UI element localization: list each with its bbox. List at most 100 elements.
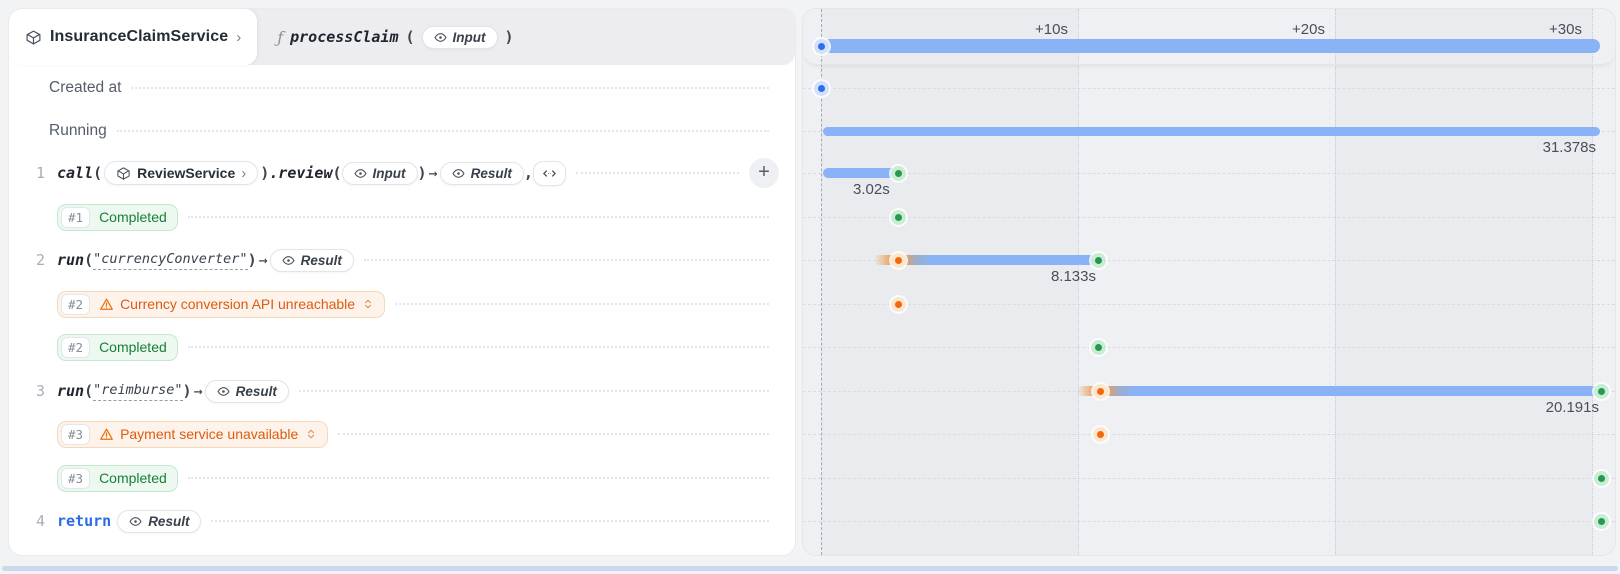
tab-service[interactable]: InsuranceClaimService › (9, 9, 258, 65)
tab-handler[interactable]: ƒ processClaim ( Input ) (257, 9, 527, 65)
dot-token: . (269, 164, 279, 182)
row-guideline (803, 521, 1615, 522)
service-cube-icon (116, 166, 131, 181)
return-result-pill[interactable]: Result (117, 509, 202, 533)
input-label: Input (372, 165, 406, 181)
row-created-at: Created at (9, 74, 795, 102)
status-badge-completed: #2 Completed (57, 333, 178, 361)
service-name: InsuranceClaimService (50, 28, 229, 45)
axis-tick-20s: +20s (1292, 21, 1325, 38)
expand-collapse-icon (305, 428, 317, 440)
run-reimburse-failure-marker[interactable] (1093, 384, 1108, 399)
run-currency-duration-label: 8.133s (1050, 268, 1096, 285)
attempt-3-error-marker[interactable] (1093, 427, 1108, 442)
invocation-start-marker[interactable] (814, 39, 829, 54)
arrow-token: → (258, 251, 268, 269)
dotted-leader (187, 477, 769, 479)
attempt-1-completed-marker[interactable] (891, 210, 906, 225)
running-label: Running (49, 122, 107, 139)
add-button[interactable]: + (749, 158, 779, 188)
return-marker[interactable] (1594, 514, 1609, 529)
timeline-header: +10s +20s +30s (803, 9, 1615, 65)
row-guideline (803, 347, 1615, 348)
running-bar[interactable] (823, 127, 1600, 136)
dotted-leader (338, 433, 769, 435)
horizontal-scrollbar[interactable] (2, 566, 1618, 571)
status-text: Completed (99, 470, 167, 486)
run-reimburse-duration-label: 20.191s (1545, 399, 1599, 416)
eye-icon (353, 167, 367, 180)
result-label: Result (470, 165, 512, 181)
open-paren: ( (84, 251, 94, 269)
arrow-token: → (428, 164, 438, 182)
dotted-leader (131, 87, 769, 89)
close-paren: ) (182, 382, 192, 400)
attempt-2-completed-marker[interactable] (1091, 340, 1106, 355)
run-result-pill[interactable]: Result (269, 248, 354, 272)
arrow-token: → (193, 382, 203, 400)
run-name-arg[interactable]: "currencyConverter" (93, 251, 248, 270)
axis-tick-10s: +10s (1035, 21, 1068, 38)
dotted-leader (363, 259, 769, 261)
status-badge-completed: #3 Completed (57, 464, 178, 492)
row-attempt-2-completed: #2 Completed (9, 333, 795, 361)
eye-icon (282, 254, 295, 267)
open-paren: ( (405, 28, 415, 46)
result-label: Result (300, 252, 342, 268)
call-review-bar[interactable] (823, 168, 898, 178)
attempt-id: #3 (61, 467, 91, 489)
row-guideline (803, 260, 1615, 261)
expand-collapse-icon (362, 298, 374, 310)
breadcrumb-tabstrip: InsuranceClaimService › ƒ processClaim (… (9, 9, 795, 65)
return-keyword: return (57, 512, 112, 530)
run-currency-end-marker[interactable] (1091, 253, 1106, 268)
review-method: review (278, 164, 333, 182)
timeline-zero-line (821, 9, 822, 555)
run-reimburse-end-marker[interactable] (1594, 384, 1609, 399)
eye-icon (452, 167, 465, 180)
row-attempt-2-error: #2 Currency conversion API unreachable (9, 290, 795, 318)
review-service-pill[interactable]: ReviewService › (104, 161, 259, 185)
row-line-return: 4 return Result (9, 507, 795, 535)
attempt-id: #3 (61, 423, 91, 445)
warning-triangle-icon (99, 427, 114, 442)
error-badge[interactable]: #3 Payment service unavailable (57, 420, 329, 448)
chevron-right-icon: › (241, 164, 247, 182)
running-duration-label: 31.378s (1542, 139, 1596, 156)
run-result-pill[interactable]: Result (204, 379, 289, 403)
row-line-run-reimburse: 3 run ( "reimburse" ) → Result (9, 377, 795, 405)
invocation-id-button[interactable] (532, 160, 566, 186)
attempt-id: #2 (61, 336, 91, 358)
handler-name: processClaim (290, 28, 399, 46)
row-guideline (803, 217, 1615, 218)
eye-icon (217, 385, 230, 398)
dotted-leader (187, 216, 769, 218)
line-number: 4 (35, 512, 45, 530)
attempt-2-error-marker[interactable] (891, 297, 906, 312)
run-keyword: run (57, 251, 85, 269)
error-badge[interactable]: #2 Currency conversion API unreachable (57, 290, 386, 318)
row-attempt-1-completed: #1 Completed (9, 203, 795, 231)
call-input-pill[interactable]: Input (341, 161, 418, 185)
call-result-pill[interactable]: Result (439, 161, 524, 185)
call-review-end-marker[interactable] (891, 166, 906, 181)
error-text: Currency conversion API unreachable (120, 296, 356, 312)
created-at-marker[interactable] (814, 81, 829, 96)
attempt-3-completed-marker[interactable] (1594, 471, 1609, 486)
row-guideline (803, 173, 1615, 174)
run-reimburse-bar[interactable] (1077, 386, 1601, 396)
run-name-arg[interactable]: "reimburse" (93, 382, 183, 401)
invocation-total-bar[interactable] (823, 39, 1600, 53)
row-guideline (803, 478, 1615, 479)
eye-icon (129, 515, 142, 528)
timeline-band (821, 9, 1078, 555)
run-currency-failure-marker[interactable] (891, 253, 906, 268)
result-label: Result (148, 513, 190, 529)
attempt-id: #1 (61, 206, 91, 228)
run-keyword: run (57, 382, 85, 400)
warning-triangle-icon (99, 297, 114, 312)
line-number: 2 (35, 251, 45, 269)
run-currency-bar[interactable] (874, 255, 1098, 265)
row-guideline (803, 304, 1615, 305)
handler-input-pill[interactable]: Input (421, 25, 498, 49)
